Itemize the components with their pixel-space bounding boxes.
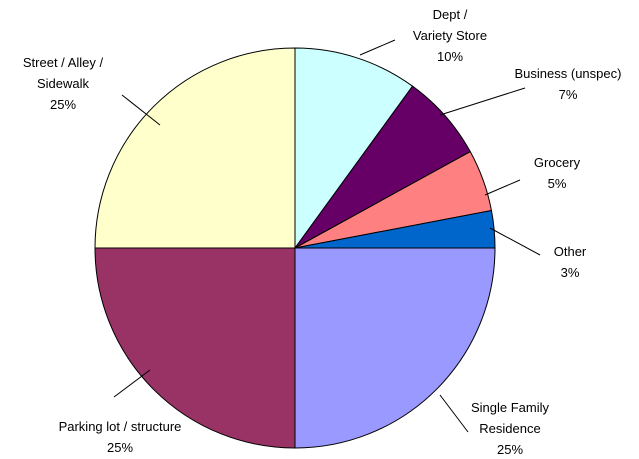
leader-line bbox=[489, 227, 541, 256]
pie-slice bbox=[294, 209, 496, 249]
pie-slice bbox=[294, 247, 496, 449]
leader-line bbox=[484, 179, 521, 196]
pie-slice bbox=[94, 47, 296, 249]
slice-value-label: 10% bbox=[437, 49, 463, 64]
pie-slice bbox=[294, 47, 414, 250]
leader-line bbox=[439, 394, 469, 433]
leader-line bbox=[113, 369, 151, 398]
slice-label: Single Family Residence bbox=[471, 400, 550, 436]
slice-label: Street / Alley / Sidewalk bbox=[23, 55, 104, 91]
slice-label: Other bbox=[554, 244, 587, 259]
pie-slice bbox=[94, 247, 296, 449]
slice-value-label: 3% bbox=[561, 265, 580, 280]
leader-line bbox=[121, 94, 161, 126]
slice-label: Grocery bbox=[534, 155, 581, 170]
slice-value-label: 25% bbox=[50, 97, 76, 112]
slice-value-label: 25% bbox=[107, 440, 133, 455]
slice-value-label: 5% bbox=[548, 176, 567, 191]
slice-label: Business (unspec) bbox=[515, 66, 622, 81]
slice-label: Dept / Variety Store bbox=[413, 7, 487, 43]
slice-value-label: 7% bbox=[559, 87, 578, 102]
leader-line bbox=[439, 87, 526, 116]
slice-value-label: 25% bbox=[497, 442, 523, 457]
leader-line bbox=[359, 39, 396, 56]
slice-label: Parking lot / structure bbox=[59, 419, 182, 434]
